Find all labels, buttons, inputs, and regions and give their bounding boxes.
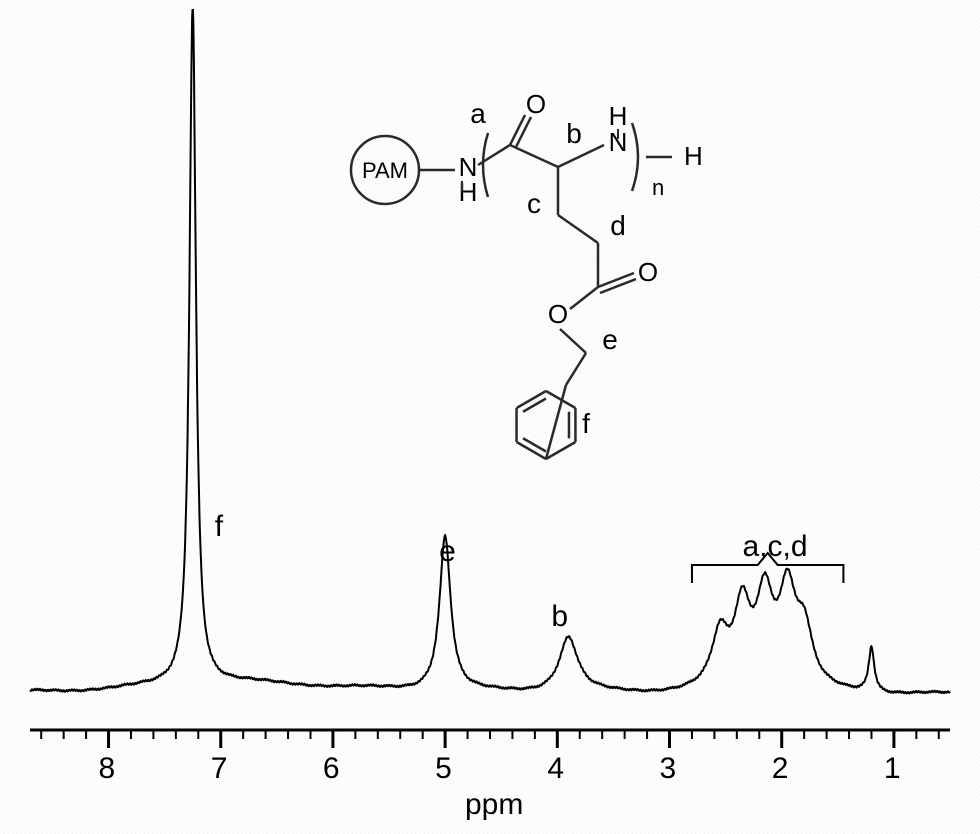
svg-text:d: d	[610, 210, 626, 241]
svg-text:e: e	[602, 324, 618, 355]
x-tick-label: 6	[323, 752, 340, 786]
x-axis-label: ppm	[465, 788, 523, 822]
x-tick-label: 8	[99, 752, 116, 786]
svg-text:H: H	[609, 101, 628, 131]
peak-label-b: b	[551, 600, 568, 634]
svg-text:H: H	[684, 141, 703, 171]
svg-text:b: b	[566, 118, 582, 149]
peak-label-f: f	[215, 510, 223, 544]
chemical-structure: PAMNHOabNHnHcdOOef	[0, 0, 980, 834]
x-tick-label: 7	[211, 752, 228, 786]
svg-text:O: O	[548, 299, 568, 329]
svg-text:O: O	[526, 89, 546, 119]
x-tick-label: 3	[660, 752, 677, 786]
x-tick-label: 5	[435, 752, 452, 786]
x-tick-label: 2	[772, 752, 789, 786]
nmr-spectrum-figure: PAMNHOabNHnHcdOOef ppm f e b a,c,d 87654…	[0, 0, 980, 834]
peak-label-acd: a,c,d	[742, 530, 807, 564]
x-tick-label: 4	[547, 752, 564, 786]
svg-text:n: n	[652, 175, 664, 200]
svg-text:a: a	[470, 98, 486, 129]
peak-label-e: e	[439, 535, 456, 569]
svg-text:O: O	[638, 257, 658, 287]
svg-text:f: f	[582, 408, 590, 439]
svg-text:PAM: PAM	[362, 158, 408, 183]
x-tick-label: 1	[884, 752, 901, 786]
svg-text:c: c	[527, 188, 541, 219]
